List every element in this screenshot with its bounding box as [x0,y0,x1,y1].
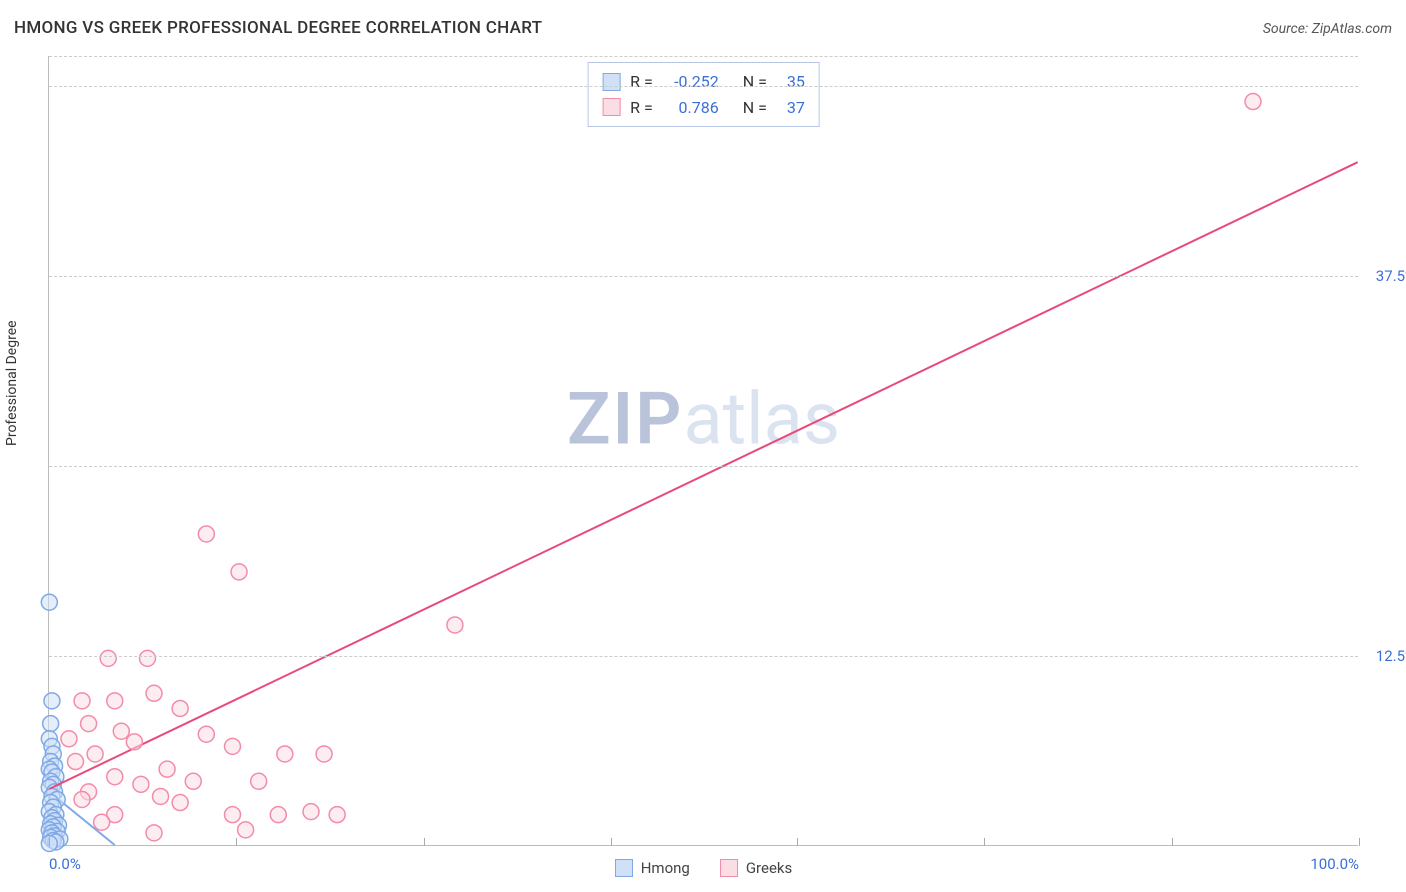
data-point [185,773,201,789]
trend-line [49,162,1357,789]
data-point [100,650,116,666]
gridline-h [49,276,1358,277]
data-point [107,693,123,709]
y-tick-label: 12.5% [1376,647,1406,665]
y-tick-label: 37.5% [1376,267,1406,285]
data-point [231,564,247,580]
data-point [225,807,241,823]
data-point [44,693,60,709]
data-point [81,716,97,732]
x-tick [49,838,50,846]
y-axis-label: Professional Degree [4,320,20,446]
data-point [68,754,84,770]
plot-area: ZIPatlas R =-0.252N =35R =0.786N =37 Hmo… [48,56,1358,846]
bottom-legend: Hmong Greeks [49,859,1358,877]
data-point [198,526,214,542]
data-point [198,726,214,742]
x-tick [611,838,612,846]
data-point [146,685,162,701]
legend-swatch [720,859,738,877]
source-attribution: Source: ZipAtlas.com [1263,21,1392,37]
gridline-h [49,56,1358,57]
data-point [153,788,169,804]
x-tick [797,838,798,846]
legend-label: Hmong [641,859,690,877]
gridline-h [49,656,1358,657]
data-point [329,807,345,823]
data-point [43,716,59,732]
data-point [113,723,129,739]
data-point [159,761,175,777]
x-tick [984,838,985,846]
data-point [238,822,254,838]
data-point [139,650,155,666]
legend-label: Greeks [746,859,792,877]
gridline-h [49,86,1358,87]
scatter-plot-svg [49,56,1358,845]
data-point [251,773,267,789]
data-point [61,731,77,747]
data-point [225,738,241,754]
x-tick [236,838,237,846]
x-tick [1359,838,1360,846]
data-point [146,825,162,841]
data-point [172,700,188,716]
data-point [74,791,90,807]
chart-title: HMONG VS GREEK PROFESSIONAL DEGREE CORRE… [14,18,542,38]
x-tick-label: 100.0% [1310,855,1359,873]
gridline-h [49,466,1358,467]
data-point [126,734,142,750]
data-point [303,804,319,820]
legend-item: Hmong [615,859,690,877]
data-point [87,746,103,762]
data-point [74,693,90,709]
data-point [270,807,286,823]
data-point [41,594,57,610]
data-point [133,776,149,792]
data-point [1245,94,1261,110]
legend-item: Greeks [720,859,792,877]
data-point [94,814,110,830]
data-point [107,769,123,785]
x-tick [1172,838,1173,846]
x-tick-label: 0.0% [49,855,81,873]
data-point [172,795,188,811]
data-point [277,746,293,762]
data-point [447,617,463,633]
x-tick [424,838,425,846]
data-point [316,746,332,762]
legend-swatch [615,859,633,877]
